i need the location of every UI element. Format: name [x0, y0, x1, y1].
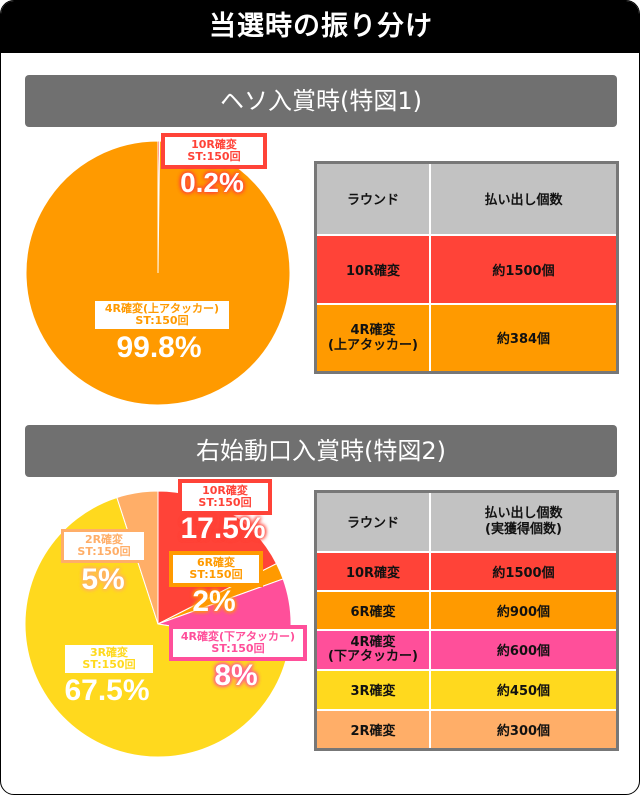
- cell-round: 3R確変: [314, 668, 431, 711]
- pie2-label-3r: 3R確変 ST:150回: [65, 645, 153, 673]
- label-sub: ST:150回: [211, 642, 265, 655]
- table-row: 4R確変 (上アタッカー) 約384個: [314, 302, 619, 374]
- cell-round: 10R確変: [314, 233, 431, 305]
- table-row: 3R確変 約450個: [314, 668, 619, 711]
- cell-payout: 約450個: [429, 668, 619, 711]
- pie2-label-2r: 2R確変 ST:150回: [61, 529, 147, 563]
- pie2-pct-2r: 5%: [81, 563, 125, 596]
- header-payout: 払い出し個数: [429, 161, 619, 236]
- label-sub: ST:150回: [135, 314, 189, 327]
- table-header-row: ラウンド 払い出し個数 (実獲得個数): [314, 490, 619, 553]
- pie2-label-4r: 4R確変(下アタッカー) ST:150回: [169, 625, 307, 661]
- cell-payout: 約300個: [429, 708, 619, 751]
- payout-table-right-start: ラウンド 払い出し個数 (実獲得個数) 10R確変 約1500個 6R確変 約9…: [314, 490, 619, 751]
- pie-chart-heso: [25, 140, 291, 406]
- table-row: 10R確変 約1500個: [314, 233, 619, 305]
- pie2-pct-3r: 67.5%: [64, 674, 150, 707]
- pie1-label-10r: 10R確変 ST:150回: [161, 133, 267, 169]
- pie1-pct-10r: 0.2%: [180, 167, 244, 198]
- table-row: 2R確変 約300個: [314, 708, 619, 751]
- pie2-pct-6r: 2%: [192, 585, 236, 618]
- label-sub: ST:150回: [189, 568, 243, 581]
- cell-round: 4R確変 (下アタッカー): [314, 628, 431, 671]
- page-title: 当選時の振り分け: [1, 1, 639, 53]
- label-name: 3R確変: [89, 646, 129, 659]
- cell-payout: 約1500個: [429, 233, 619, 305]
- table-row: 10R確変 約1500個: [314, 550, 619, 592]
- cell-round: 6R確変: [314, 589, 431, 631]
- header-payout: 払い出し個数 (実獲得個数): [429, 490, 619, 553]
- cell-payout: 約900個: [429, 589, 619, 631]
- cell-round: 10R確変: [314, 550, 431, 592]
- table-row: 4R確変 (下アタッカー) 約600個: [314, 628, 619, 671]
- cell-round: 4R確変 (上アタッカー): [314, 302, 431, 374]
- pie2-pct-10r: 17.5%: [180, 512, 266, 545]
- table-header-row: ラウンド 払い出し個数: [314, 161, 619, 236]
- label-sub: ST:150回: [198, 496, 252, 509]
- header-round: ラウンド: [314, 161, 431, 236]
- cell-payout: 約384個: [429, 302, 619, 374]
- table-row: 6R確変 約900個: [314, 589, 619, 631]
- cell-payout: 約1500個: [429, 550, 619, 592]
- cell-round: 2R確変: [314, 708, 431, 751]
- pie2-label-10r: 10R確変 ST:150回: [178, 479, 272, 515]
- label-name: 6R確変: [196, 556, 236, 569]
- section-heading-right-start: 右始動口入賞時(特図2): [25, 425, 617, 477]
- payout-table-heso: ラウンド 払い出し個数 10R確変 約1500個 4R確変 (上アタッカー) 約…: [314, 161, 619, 374]
- label-name: 10R確変: [202, 484, 248, 497]
- section-heading-heso: ヘソ入賞時(特図1): [25, 75, 617, 127]
- label-sub: ST:150回: [187, 150, 241, 163]
- pie2-pct-4r: 8%: [214, 659, 258, 692]
- label-name: 10R確変: [191, 138, 237, 151]
- label-sub: ST:150回: [82, 658, 136, 671]
- pie-slice: [25, 140, 291, 406]
- label-name: 2R確変: [84, 533, 124, 546]
- pie1-label-4r: 4R確変(上アタッカー) ST:150回: [95, 301, 229, 329]
- label-name: 4R確変(下アタッカー): [180, 630, 296, 643]
- header-round: ラウンド: [314, 490, 431, 553]
- pie2-label-6r: 6R確変 ST:150回: [169, 551, 263, 587]
- cell-payout: 約600個: [429, 628, 619, 671]
- pie1-pct-4r: 99.8%: [116, 331, 202, 364]
- label-sub: ST:150回: [77, 545, 131, 558]
- label-name: 4R確変(上アタッカー): [104, 302, 220, 315]
